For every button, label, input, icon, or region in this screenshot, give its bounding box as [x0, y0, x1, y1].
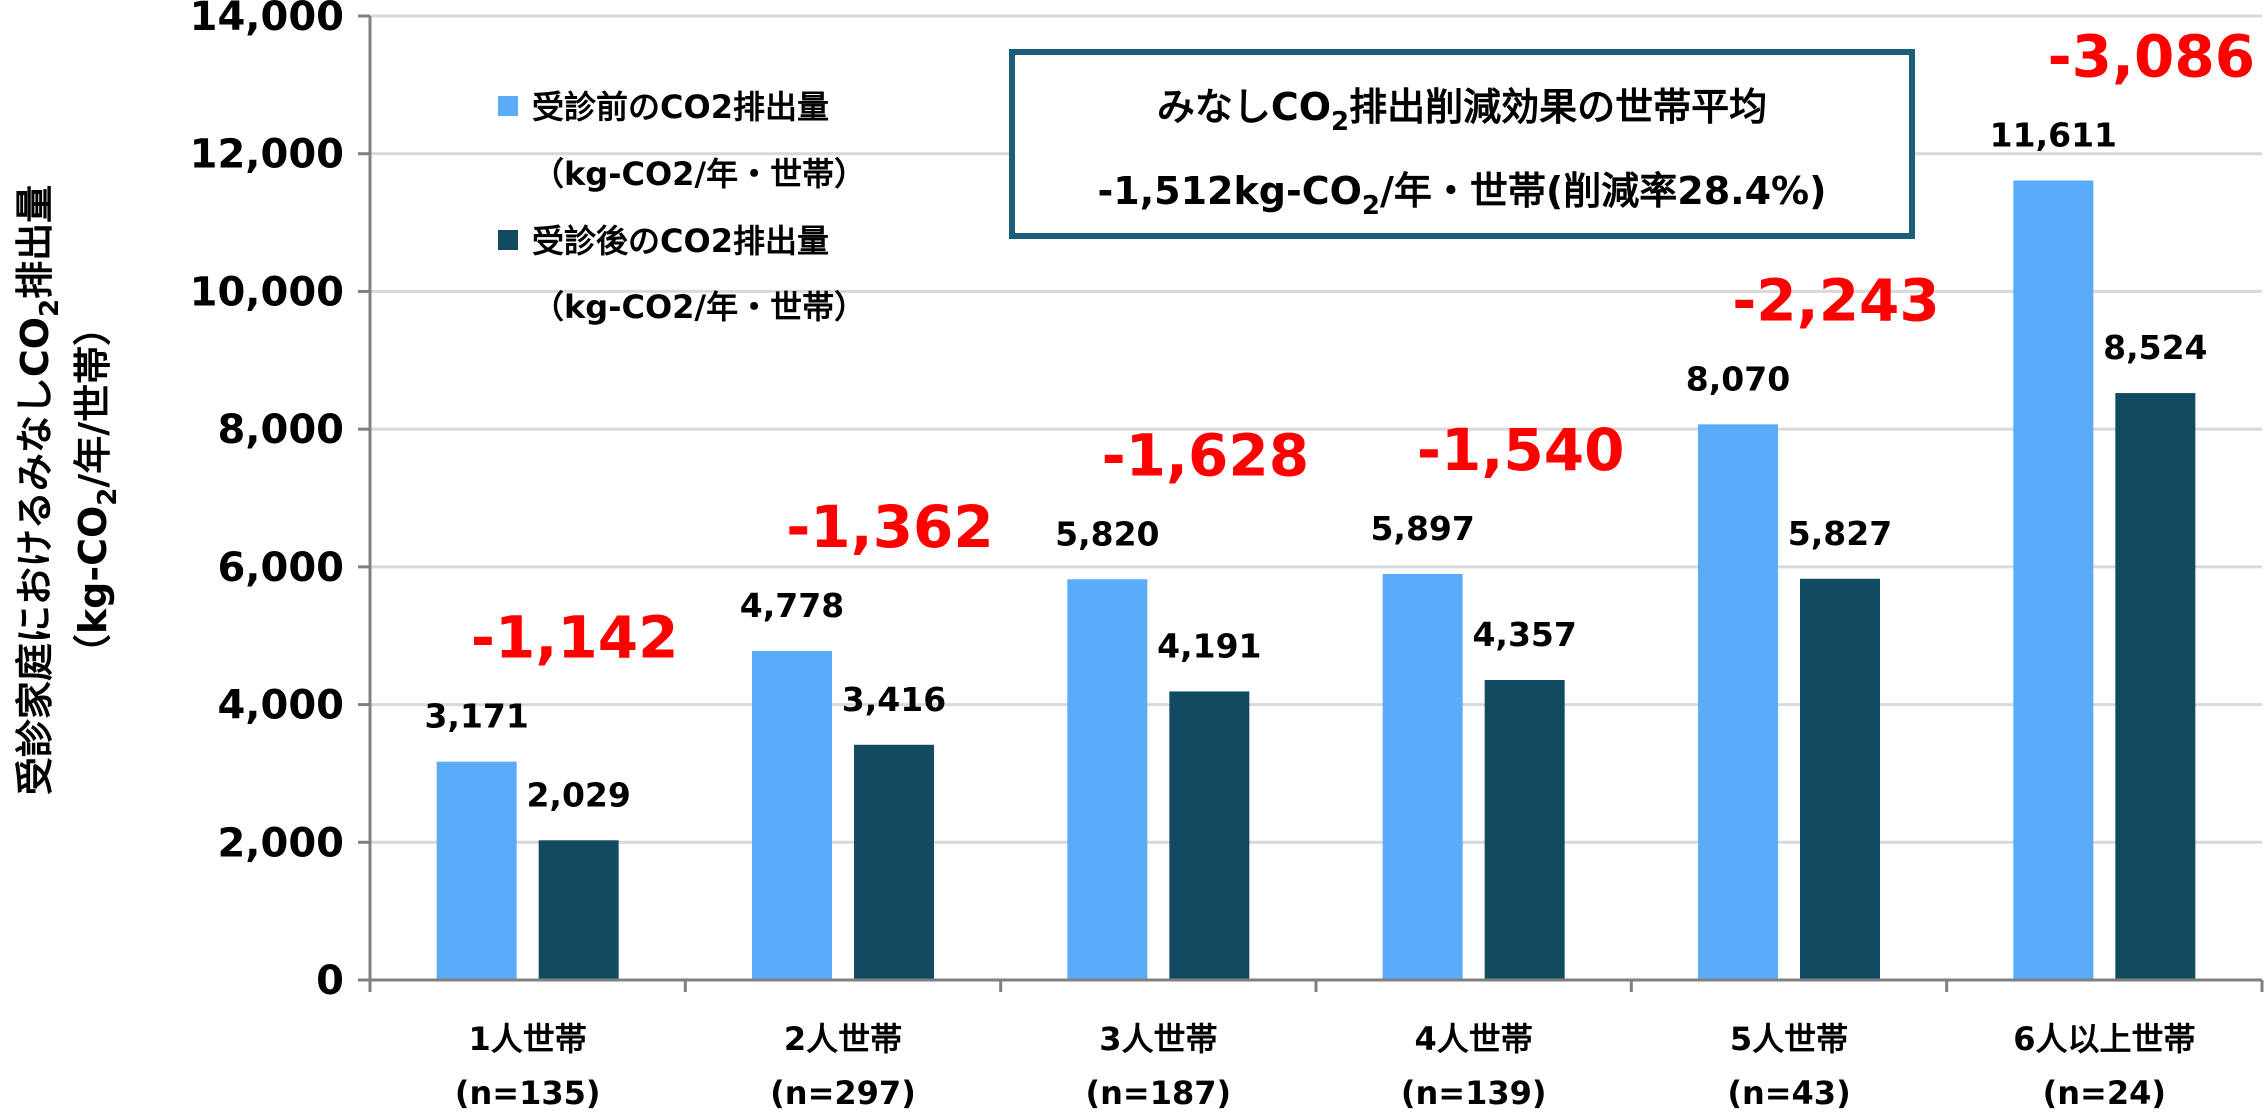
difference-label: -1,362: [786, 493, 994, 561]
data-label-after: 4,191: [1157, 626, 1261, 665]
bar-before: [1067, 579, 1148, 980]
bar-before: [1698, 424, 1778, 980]
y-tick-label: 14,000: [190, 0, 344, 40]
difference-label: -2,243: [1732, 266, 1940, 334]
y-tick-label: 2,000: [217, 820, 344, 866]
bar-after: [1169, 691, 1250, 980]
y-axis-title-line1: 受診家庭におけるみなしCO: [13, 317, 57, 795]
data-label-after: 2,029: [526, 775, 630, 814]
difference-label: -3,086: [2048, 22, 2256, 90]
summary-line1-sub: 2: [1331, 107, 1349, 137]
summary-line2-sub: 2: [1362, 191, 1380, 221]
bar-before: [752, 651, 832, 980]
data-label-after: 3,416: [842, 680, 946, 719]
bar-before: [2013, 180, 2094, 981]
x-category-count: (n=139): [1401, 1074, 1547, 1112]
y-tick-label: 10,000: [190, 269, 344, 315]
data-label-after: 8,524: [2103, 328, 2207, 367]
y-tick-label: 4,000: [217, 683, 344, 729]
y-axis-title-line2-sub: 2: [93, 488, 123, 506]
x-category-count: (n=297): [770, 1074, 916, 1112]
legend-swatch-before: [498, 96, 518, 116]
y-axis-title-line2-a: （kg-CO: [71, 506, 115, 672]
summary-line1-a: みなしCO: [1157, 85, 1331, 129]
bar-after: [2115, 393, 2196, 980]
x-axis: 1人世帯 (n=135) 2人世帯 (n=297) 3人世帯 (n=187) 4人世帯 (n=…: [368, 978, 2264, 1112]
y-axis-title-sub: 2: [35, 299, 65, 317]
y-tick-label: 6,000: [217, 545, 344, 591]
data-label-before: 5,897: [1370, 509, 1474, 548]
summary-line1: みなしCO2排出削減効果の世帯平均: [1157, 85, 1767, 137]
data-label-before: 3,171: [424, 697, 528, 736]
data-label-after: 4,357: [1472, 615, 1576, 654]
x-category-count: (n=135): [455, 1074, 601, 1112]
legend: 受診前のCO2排出量 （kg-CO2/年・世帯） 受診後のCO2排出量 （kg-…: [498, 88, 866, 326]
x-category-label: 1人世帯: [469, 1020, 587, 1058]
data-label-after: 5,827: [1788, 514, 1892, 553]
summary-line2-a: -1,512kg-CO: [1098, 169, 1362, 213]
x-category-label: 5人世帯: [1730, 1020, 1848, 1058]
difference-label: -1,142: [471, 604, 679, 672]
x-category-count: (n=43): [1727, 1074, 1850, 1112]
summary-line2: -1,512kg-CO2/年・世帯(削減率28.4%): [1098, 169, 1827, 221]
summary-box: みなしCO2排出削減効果の世帯平均 -1,512kg-CO2/年・世帯(削減率2…: [1009, 49, 1915, 239]
y-tick-label: 0: [316, 958, 344, 1004]
data-label-before: 5,820: [1055, 514, 1159, 553]
bar-after: [854, 744, 934, 980]
difference-label: -1,628: [1102, 421, 1310, 489]
y-tick-label: 12,000: [190, 132, 344, 178]
x-category-count: (n=24): [2043, 1074, 2166, 1112]
x-category-label: 3人世帯: [1099, 1020, 1217, 1058]
legend-unit-after: （kg-CO2/年・世帯）: [532, 288, 866, 326]
bar-after: [538, 840, 619, 980]
summary-line1-b: 排出削減効果の世帯平均: [1349, 85, 1767, 129]
summary-line2-b: /年・世帯(削減率28.4%): [1380, 169, 1826, 213]
legend-swatch-after: [498, 230, 518, 250]
x-category-label: 2人世帯: [784, 1020, 902, 1058]
legend-label-before: 受診前のCO2排出量: [532, 88, 829, 126]
bar-before: [1382, 573, 1463, 980]
x-category-label: 4人世帯: [1415, 1020, 1533, 1058]
difference-label: -1,540: [1417, 416, 1625, 484]
y-axis: 0 2,000 4,000 6,000 8,000 10,000 12,000 14,000: [190, 0, 372, 1004]
summary-box-border: [1009, 49, 1915, 239]
bar-after: [1800, 578, 1880, 980]
data-label-before: 8,070: [1686, 359, 1790, 398]
y-axis-title-line2-b: /年/世帯）: [71, 308, 115, 488]
data-label-before: 11,611: [1990, 115, 2117, 154]
y-axis-title: 受診家庭におけるみなしCO2排出量 （kg-CO2/年/世帯）: [13, 185, 123, 795]
svg-text:（kg-CO2/年/世帯）: （kg-CO2/年/世帯）: [71, 308, 123, 672]
bar-after: [1484, 679, 1565, 980]
legend-unit-before: （kg-CO2/年・世帯）: [532, 155, 866, 193]
x-category-count: (n=187): [1086, 1074, 1232, 1112]
y-axis-title-line1-tail: 排出量: [13, 185, 57, 299]
bars: 3,171 2,029 -1,142 4,778 3,416 -1,362 5,820 4,1…: [424, 22, 2256, 981]
x-category-label: 6人以上世帯: [2013, 1020, 2195, 1058]
bar-before: [436, 761, 517, 980]
svg-text:受診家庭におけるみなしCO2排出量: 受診家庭におけるみなしCO2排出量: [13, 185, 65, 795]
legend-label-after: 受診後のCO2排出量: [532, 222, 829, 260]
y-tick-label: 8,000: [217, 407, 344, 453]
data-label-before: 4,778: [740, 586, 844, 625]
